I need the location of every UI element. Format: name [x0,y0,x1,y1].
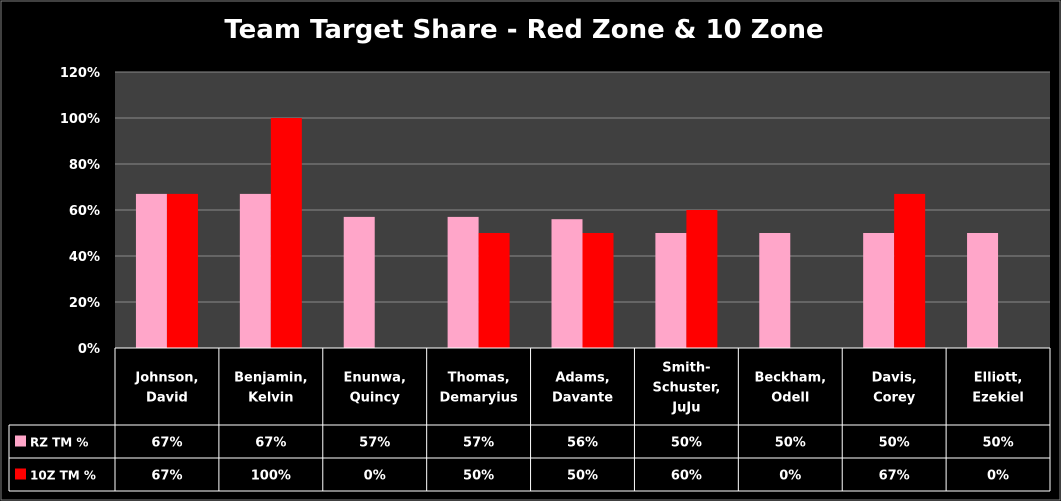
data-label: 50% [879,436,910,451]
bar-10z [478,233,510,348]
bar-rz [655,233,687,348]
category-label: Demaryius [439,391,518,406]
data-label: 100% [251,469,291,484]
category-label: David [146,391,188,406]
category-label: Schuster, [652,381,720,396]
category-label: JuJu [671,401,700,416]
data-label: 67% [255,436,286,451]
data-label: 57% [463,436,494,451]
category-label: Elliott, [974,371,1023,386]
data-label: 67% [151,469,182,484]
bar-10z [894,193,926,348]
category-label: Smith- [662,361,710,376]
data-label: 67% [879,469,910,484]
y-tick-label: 100% [60,112,100,127]
data-label: 0% [779,469,801,484]
bar-rz [447,216,479,348]
category-label: Odell [771,391,809,406]
y-tick-label: 40% [69,250,100,265]
category-label: Quincy [350,391,401,406]
y-tick-label: 20% [69,296,100,311]
category-label: Johnson, [134,371,198,386]
data-label: 60% [671,469,702,484]
y-tick-label: 80% [69,158,100,173]
legend-key [15,468,26,480]
bar-10z [270,118,302,348]
bar-rz [343,216,375,348]
bar-rz [551,219,583,348]
bar-rz [239,193,271,348]
category-label: Beckham, [754,371,826,386]
bar-rz [759,233,791,348]
category-label: Ezekiel [972,391,1024,406]
category-label: Enunwa, [344,371,406,386]
data-table: Johnson, David Benjamin, Kelvin Enunwa, Quinc… [8,347,1051,492]
data-label: 50% [567,469,598,484]
category-label: Benjamin, [234,371,307,386]
data-label: 50% [775,436,806,451]
category-label: Kelvin [248,391,293,406]
y-axis: 0% 20% 40% 60% 80% 100% 120% [60,66,100,357]
bar-10z [582,233,614,348]
bar-rz [135,193,167,348]
data-label: 0% [987,469,1009,484]
category-label: Corey [873,391,916,406]
y-tick-label: 60% [69,204,100,219]
bars [135,118,999,348]
data-label: 50% [463,469,494,484]
bar-rz [967,233,999,348]
category-label: Davis, [872,371,917,386]
data-label: 50% [671,436,702,451]
chart-title: Team Target Share - Red Zone & 10 Zone [224,15,823,45]
data-label: 0% [364,469,386,484]
series-name: 10Z TM % [30,469,96,483]
data-label: 50% [982,436,1013,451]
bar-10z [686,210,718,348]
y-tick-label: 0% [78,342,100,357]
y-tick-label: 120% [60,66,100,81]
legend-key [15,435,26,447]
category-label: Davante [552,391,613,406]
data-label: 56% [567,436,598,451]
data-label: 67% [151,436,182,451]
category-label: Thomas, [448,371,510,386]
bar-10z [166,193,198,348]
series-name: RZ TM % [30,436,88,450]
category-label: Adams, [555,371,609,386]
data-label: 57% [359,436,390,451]
bar-rz [863,233,895,348]
